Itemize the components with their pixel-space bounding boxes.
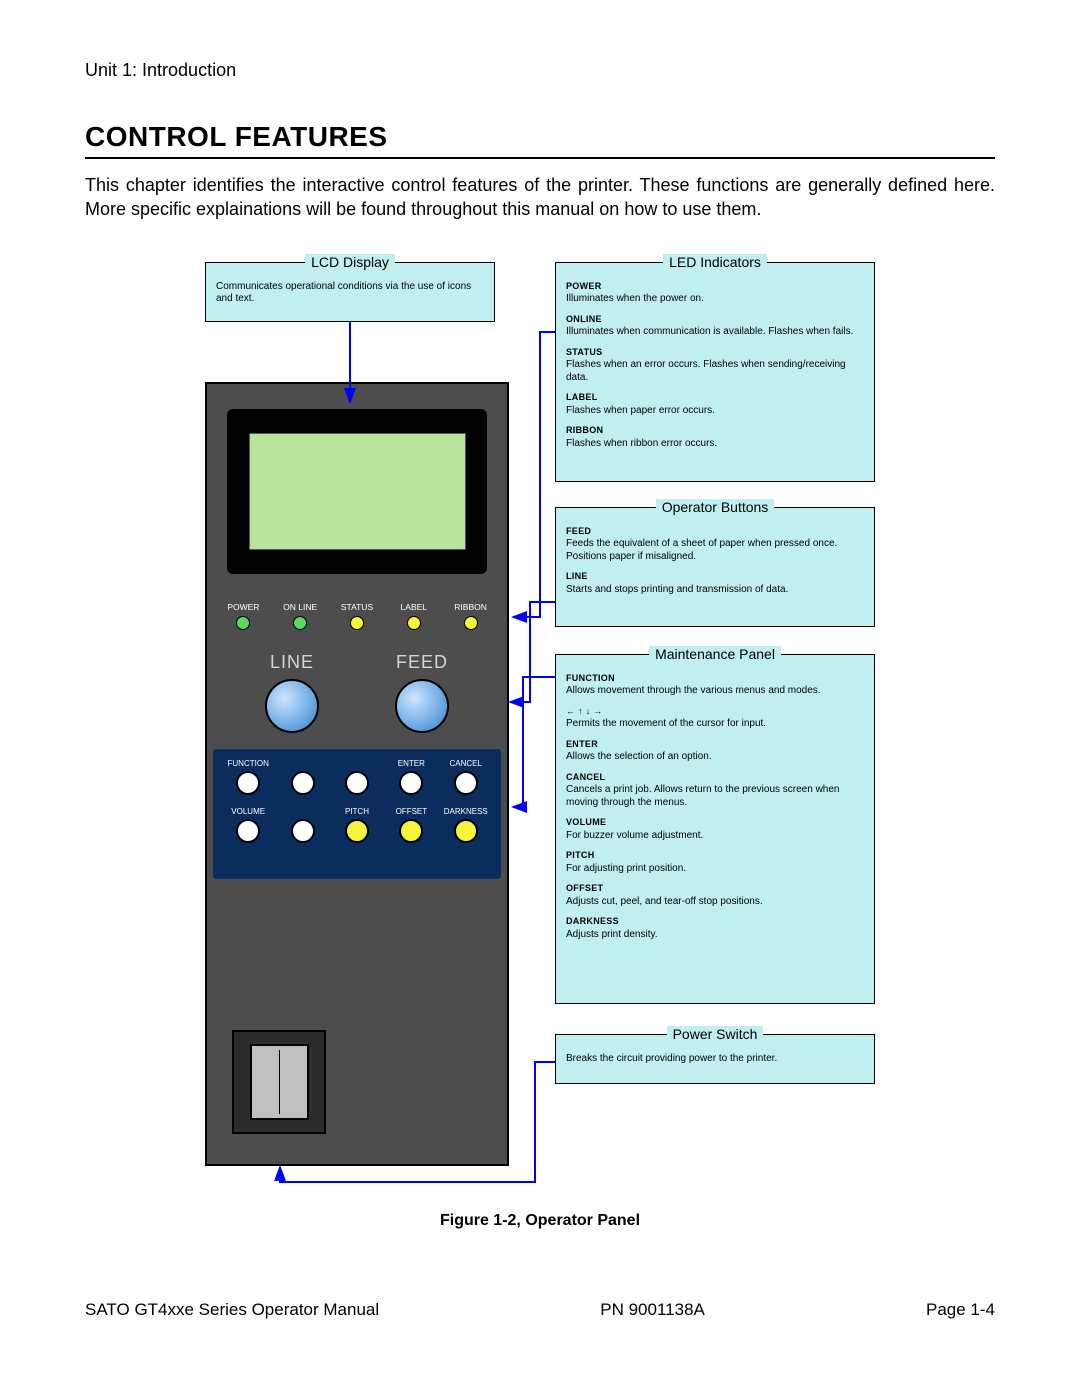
page-footer: SATO GT4xxe Series Operator Manual PN 90… [85, 1300, 995, 1320]
arrow-button-2[interactable] [345, 771, 369, 795]
led-row: POWER ON LINE STATUS LABEL RIBBON [207, 602, 507, 630]
arrow-button-3[interactable] [291, 819, 315, 843]
intro-paragraph: This chapter identifies the interactive … [85, 173, 995, 222]
callout-led-title: LED Indicators [663, 254, 767, 270]
offset-dial[interactable] [399, 819, 423, 843]
footer-right: Page 1-4 [926, 1300, 995, 1320]
led-power [236, 616, 250, 630]
power-switch[interactable] [250, 1044, 309, 1120]
callout-operator-buttons: Operator Buttons FEEDFeeds the equivalen… [555, 507, 875, 627]
footer-center: PN 9001138A [600, 1300, 705, 1320]
callout-lcd-title: LCD Display [305, 254, 395, 270]
figure-caption: Figure 1-2, Operator Panel [85, 1212, 995, 1230]
led-ribbon [464, 616, 478, 630]
led-status [350, 616, 364, 630]
callout-maintenance: Maintenance Panel FUNCTIONAllows movemen… [555, 654, 875, 1004]
feed-button-label: FEED [395, 652, 449, 673]
lcd-screen [249, 433, 466, 550]
maintenance-panel: FUNCTION ENTER CANCEL VOLUME PITCH OFFSE… [213, 749, 501, 879]
pitch-dial[interactable] [345, 819, 369, 843]
callout-op-title: Operator Buttons [656, 499, 775, 515]
enter-button[interactable] [399, 771, 423, 795]
callout-power-switch: Power Switch Breaks the circuit providin… [555, 1034, 875, 1084]
led-online [293, 616, 307, 630]
callout-power-text: Breaks the circuit providing power to th… [566, 1053, 864, 1066]
line-button[interactable] [265, 679, 319, 733]
lcd-bezel [227, 409, 487, 574]
callout-maint-title: Maintenance Panel [649, 646, 781, 662]
volume-dial[interactable] [236, 819, 260, 843]
callout-lcd-text: Communicates operational conditions via … [216, 281, 484, 306]
operator-panel-diagram: LCD Display Communicates operational con… [125, 262, 955, 1192]
darkness-dial[interactable] [454, 819, 478, 843]
feed-button[interactable] [395, 679, 449, 733]
callout-power-title: Power Switch [667, 1026, 764, 1042]
printer-panel: POWER ON LINE STATUS LABEL RIBBON LINE F… [205, 382, 509, 1166]
led-label [407, 616, 421, 630]
footer-left: SATO GT4xxe Series Operator Manual [85, 1300, 379, 1320]
line-button-label: LINE [265, 652, 319, 673]
unit-label: Unit 1: Introduction [85, 60, 995, 81]
function-button[interactable] [236, 771, 260, 795]
arrow-button-1[interactable] [291, 771, 315, 795]
page-heading: CONTROL FEATURES [85, 121, 995, 159]
cancel-button[interactable] [454, 771, 478, 795]
callout-led: LED Indicators POWERIlluminates when the… [555, 262, 875, 482]
callout-lcd: LCD Display Communicates operational con… [205, 262, 495, 322]
power-switch-bay [232, 1030, 326, 1134]
